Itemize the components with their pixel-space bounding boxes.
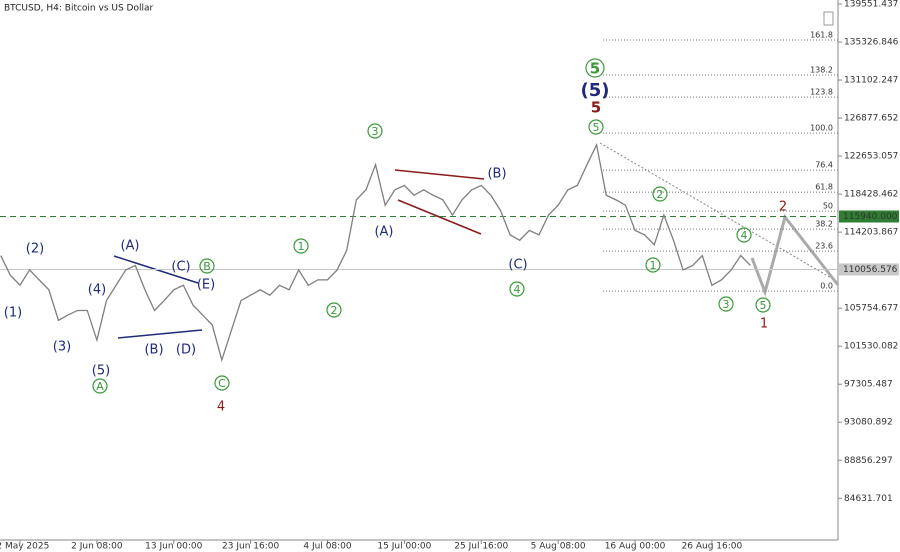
fib-label: 0.0 xyxy=(820,282,833,291)
wave-label: 4 xyxy=(741,229,748,242)
price-tag xyxy=(839,263,899,276)
fib-label: 100.0 xyxy=(810,124,833,133)
wave-label: 5 xyxy=(590,60,600,78)
wave-label: 2 xyxy=(657,188,664,201)
fib-label: 38.2 xyxy=(815,220,833,229)
wave-circle xyxy=(645,257,661,273)
trend-line xyxy=(397,199,482,235)
price-tag-label: 110056.576 xyxy=(843,265,898,275)
wave-circle xyxy=(92,378,108,394)
fib-label: 138.2 xyxy=(810,66,833,75)
wave-label: B xyxy=(203,260,211,273)
x-tick-label: 26 Aug 16:00 xyxy=(682,542,743,552)
y-tick-label: 101530.082 xyxy=(844,342,898,352)
wave-circle xyxy=(367,123,383,139)
trend-line xyxy=(117,329,203,339)
fib-label: 76.4 xyxy=(815,161,833,170)
y-tick-label: 105754.677 xyxy=(844,304,898,314)
y-tick-label: 97305.487 xyxy=(844,380,893,390)
wave-circle xyxy=(509,281,525,297)
x-tick-label: 22 May 2025 xyxy=(0,542,49,552)
y-tick-label: 84631.701 xyxy=(844,494,893,504)
wave-label: (C) xyxy=(508,258,527,273)
y-tick-label: 122653.057 xyxy=(844,152,898,162)
fib-label: 123.8 xyxy=(810,88,833,97)
trend-line xyxy=(599,142,839,283)
fib-label: 161.8 xyxy=(810,31,833,40)
wave-label: A xyxy=(96,380,104,393)
wave-label: 5 xyxy=(593,121,600,134)
price-series xyxy=(0,142,751,363)
trend-line xyxy=(394,169,485,180)
wave-label: 4 xyxy=(217,400,225,415)
y-tick-label: 118428.462 xyxy=(844,190,898,200)
wave-label: (E) xyxy=(197,278,215,293)
wave-circle xyxy=(755,297,771,313)
wave-label: (A) xyxy=(374,225,393,240)
wave-label: 1 xyxy=(298,240,305,253)
wave-label: (4) xyxy=(88,283,106,298)
wave-label: 1 xyxy=(650,259,657,272)
y-tick-label: 135326.846 xyxy=(844,38,899,48)
wave-label: (5) xyxy=(92,364,110,379)
wave-circle xyxy=(214,375,230,391)
wave-label: (5) xyxy=(581,80,610,101)
wave-label: (B) xyxy=(144,343,163,358)
wave-label: (A) xyxy=(120,239,139,254)
wave-circle xyxy=(718,296,734,312)
price-tag xyxy=(839,210,899,223)
x-tick-label: 23 Jun 16:00 xyxy=(222,542,279,552)
wave-circle xyxy=(293,238,309,254)
wave-circle xyxy=(199,258,215,274)
wave-label: 5 xyxy=(591,99,601,117)
x-tick-label: 5 Aug 08:00 xyxy=(531,542,586,552)
wave-circle xyxy=(326,302,342,318)
wave-label: 3 xyxy=(372,125,379,138)
fib-label: 50 xyxy=(823,202,833,211)
wave-label: (1) xyxy=(4,306,22,321)
forecast-path xyxy=(750,213,840,297)
wave-label: C xyxy=(218,377,226,390)
y-tick-label: 126877.652 xyxy=(844,114,898,124)
fib-label: 61.8 xyxy=(815,183,833,192)
wave-label: (B) xyxy=(487,167,506,182)
x-tick-label: 25 Jul 16:00 xyxy=(454,542,508,552)
wave-label: 1 xyxy=(760,317,768,332)
x-tick-label: 2 Jun 08:00 xyxy=(71,542,123,552)
price-tag-label: 115940.000 xyxy=(843,212,898,222)
wave-circle xyxy=(736,227,752,243)
icon xyxy=(823,11,834,26)
y-tick-label: 93080.892 xyxy=(844,418,893,428)
y-tick-label: 88856.297 xyxy=(844,456,893,466)
wave-label: (2) xyxy=(26,242,44,257)
x-tick-label: 15 Jul 00:00 xyxy=(377,542,431,552)
y-tick-label: 139551.437 xyxy=(844,0,898,10)
wave-label: 4 xyxy=(514,283,521,296)
wave-label: 5 xyxy=(760,299,767,312)
wave-label: (C) xyxy=(171,260,190,275)
fib-label: 23.6 xyxy=(815,242,833,251)
y-tick-label: 114203.867 xyxy=(844,228,898,238)
chart-title: BTCUSD, H4: Bitcoin vs US Dollar xyxy=(4,4,153,14)
wave-label: 2 xyxy=(331,304,338,317)
x-tick-label: 4 Jul 08:00 xyxy=(303,542,352,552)
wave-circle xyxy=(652,186,668,202)
wave-label: (3) xyxy=(53,340,71,355)
wave-circle xyxy=(588,119,604,135)
y-tick-label: 131102.247 xyxy=(844,76,898,86)
x-tick-label: 16 Aug 00:00 xyxy=(605,542,666,552)
wave-label: 2 xyxy=(779,200,787,215)
x-tick-label: 13 Jun 00:00 xyxy=(145,542,202,552)
wave-label: 3 xyxy=(723,298,730,311)
wave-label: (D) xyxy=(176,343,196,358)
wave-circle xyxy=(585,58,605,78)
